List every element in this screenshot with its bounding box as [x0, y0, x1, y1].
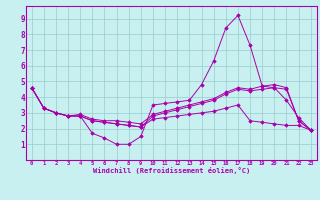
X-axis label: Windchill (Refroidissement éolien,°C): Windchill (Refroidissement éolien,°C) — [92, 167, 250, 174]
